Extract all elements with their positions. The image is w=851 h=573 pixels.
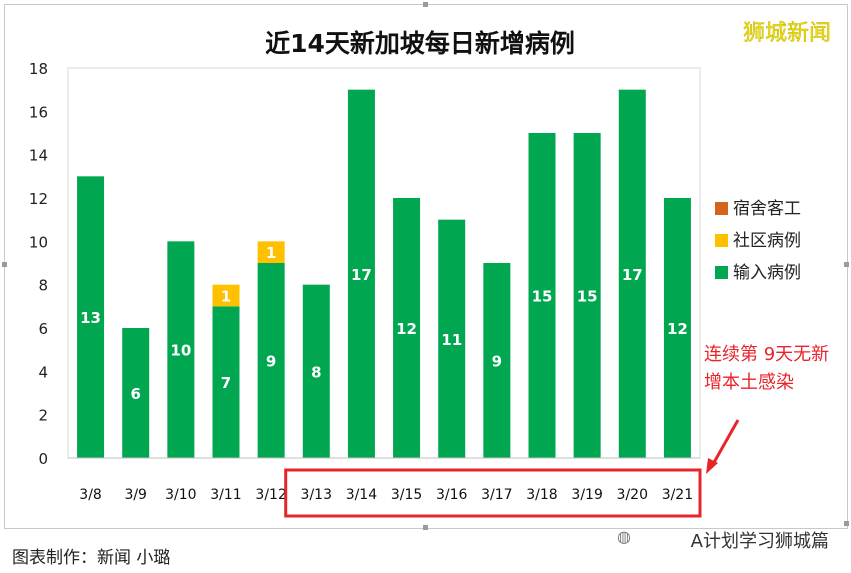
resize-handle-top[interactable] [423,2,428,7]
resize-handle-corner[interactable] [844,521,849,526]
bar-segment [212,284,240,307]
x-tick-label: 3/14 [346,487,378,503]
bars: 13 6 10 7 1 9 1 8 17 12 11 9 15 15 17 12 [77,89,691,459]
x-tick-label: 3/10 [165,487,196,503]
data-label: 9 [492,353,502,371]
annotation-line-2: 增本土感染 [704,372,794,393]
data-label: 12 [667,320,688,338]
bar-segment [257,241,285,263]
x-axis: 3/8 3/9 3/10 3/11 3/12 3/13 3/14 3/15 3/16 3/17 3/… [68,457,702,518]
legend-label: 输入病例 [733,263,801,283]
y-tick-label: 10 [29,233,48,251]
data-label: 8 [311,363,321,381]
legend-label: 宿舍客工 [733,199,801,219]
x-tick-label: 3/16 [436,487,468,503]
y-tick-label: 0 [38,450,48,468]
bar-segment [483,263,511,458]
x-tick-label: 3/18 [526,487,557,503]
y-tick-label: 6 [38,320,48,338]
y-tick-label: 12 [29,190,48,208]
y-tick-label: 14 [29,147,48,165]
x-tick-label: 3/19 [571,487,602,503]
bar-segment [257,263,285,458]
plot-border [67,67,701,459]
bar-segment [573,133,601,458]
bar-segment [393,198,421,458]
legend-swatch [715,234,728,247]
bar-segment [347,89,375,459]
y-tick-label: 8 [38,277,48,295]
watermark-label: 狮城新闻 [743,21,831,46]
x-tick-label: 3/20 [617,487,648,503]
x-tick-label: 3/11 [210,487,241,503]
legend-swatch [715,266,728,279]
bar-segment [618,89,646,459]
annotation-arrow [710,419,740,467]
data-label: 6 [130,385,140,403]
data-label: 1 [266,244,276,262]
wechat-icon: ◍ [617,527,631,546]
data-label: 7 [221,374,231,392]
resize-handle-left[interactable] [2,262,7,267]
annotation-arrowhead [706,458,718,474]
x-tick-label: 3/8 [79,487,102,503]
bar-segment [438,219,466,458]
x-tick-label: 3/12 [255,487,286,503]
plot-area [67,67,701,459]
legend-label: 社区病例 [733,231,801,251]
y-tick-label: 18 [29,60,48,78]
bar-segment [77,176,105,459]
highlight-box [284,468,702,518]
data-label: 10 [170,342,191,360]
data-label: 11 [441,331,462,349]
bar-segment [663,198,691,458]
bar-segment [122,328,150,458]
x-tick-label: 3/9 [124,487,147,503]
bar-segment [302,284,330,458]
annotation-line-1: 连续第 9天无新 [704,344,829,365]
data-label: 17 [622,266,643,284]
x-tick-label: 3/21 [662,487,693,503]
x-tick-label: 3/17 [481,487,512,503]
footer-credit: 图表制作：新闻 小璐 [12,548,171,568]
footer-source: A计划学习狮城篇 [690,531,829,552]
x-tick-label: 3/15 [391,487,422,503]
data-label: 17 [351,266,372,284]
data-label: 1 [221,288,231,306]
resize-handle-bottom[interactable] [423,525,428,530]
y-tick-label: 2 [38,407,48,425]
bar-segment [212,306,240,458]
data-label: 15 [532,288,553,306]
resize-handle-right[interactable] [844,262,849,267]
data-label: 15 [577,288,598,306]
y-tick-label: 4 [38,363,48,381]
data-label: 12 [396,320,417,338]
y-tick-label: 16 [29,103,48,121]
legend-swatch [715,202,728,215]
x-tick-label: 3/13 [301,487,332,503]
bar-segment [528,133,556,458]
y-axis: 0 2 4 6 8 10 12 14 16 18 [29,60,48,468]
bar-segment [167,241,195,458]
chart-title: 近14天新加坡每日新增病例 [265,29,575,58]
data-label: 9 [266,353,276,371]
data-label: 13 [80,309,101,327]
annotation: 连续第 9天无新 增本土感染 [704,344,829,474]
